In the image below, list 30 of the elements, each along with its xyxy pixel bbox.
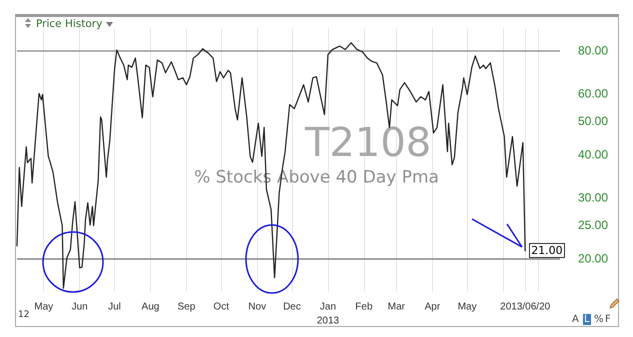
line-series (16, 42, 526, 289)
y-tick-label: 50.00 (578, 114, 608, 128)
y-tick-label: 80.00 (578, 44, 608, 58)
y-tick-label: 30.00 (578, 190, 608, 205)
x-tick-label: 2013/06/20 (500, 302, 551, 312)
x-tick-label: Nov (248, 302, 266, 312)
text: 12 (18, 310, 30, 320)
y-tick-label: 60.00 (578, 86, 608, 101)
text: L (583, 314, 591, 325)
y-tick-label: 40.00 (578, 148, 608, 162)
x-tick-label: Dec (283, 302, 301, 312)
y-tick-label: 20.00 (578, 252, 608, 266)
x-tick-label: Aug (142, 302, 160, 312)
x-tick-label: Jul (108, 302, 121, 312)
y-tick-label: 25.00 (578, 218, 608, 232)
x-tick-label: Feb (355, 302, 373, 312)
annotation: Price History (36, 18, 102, 30)
x-tick-label: Apr (424, 302, 441, 312)
text: A (572, 314, 579, 325)
x-tick-label: Jan 2013 (316, 302, 340, 326)
x-tick-label: Sep (178, 302, 196, 312)
x-tick-label: Jun (72, 302, 88, 312)
text: T2108 (304, 120, 432, 166)
annotation: 21.00 (529, 243, 565, 258)
text: F (605, 314, 611, 325)
text: % (594, 314, 604, 325)
x-tick-label: Oct (213, 302, 230, 312)
x-tick-label: May (458, 302, 477, 312)
x-tick-label: May (34, 302, 54, 312)
x-tick-label: Mar (388, 302, 406, 312)
